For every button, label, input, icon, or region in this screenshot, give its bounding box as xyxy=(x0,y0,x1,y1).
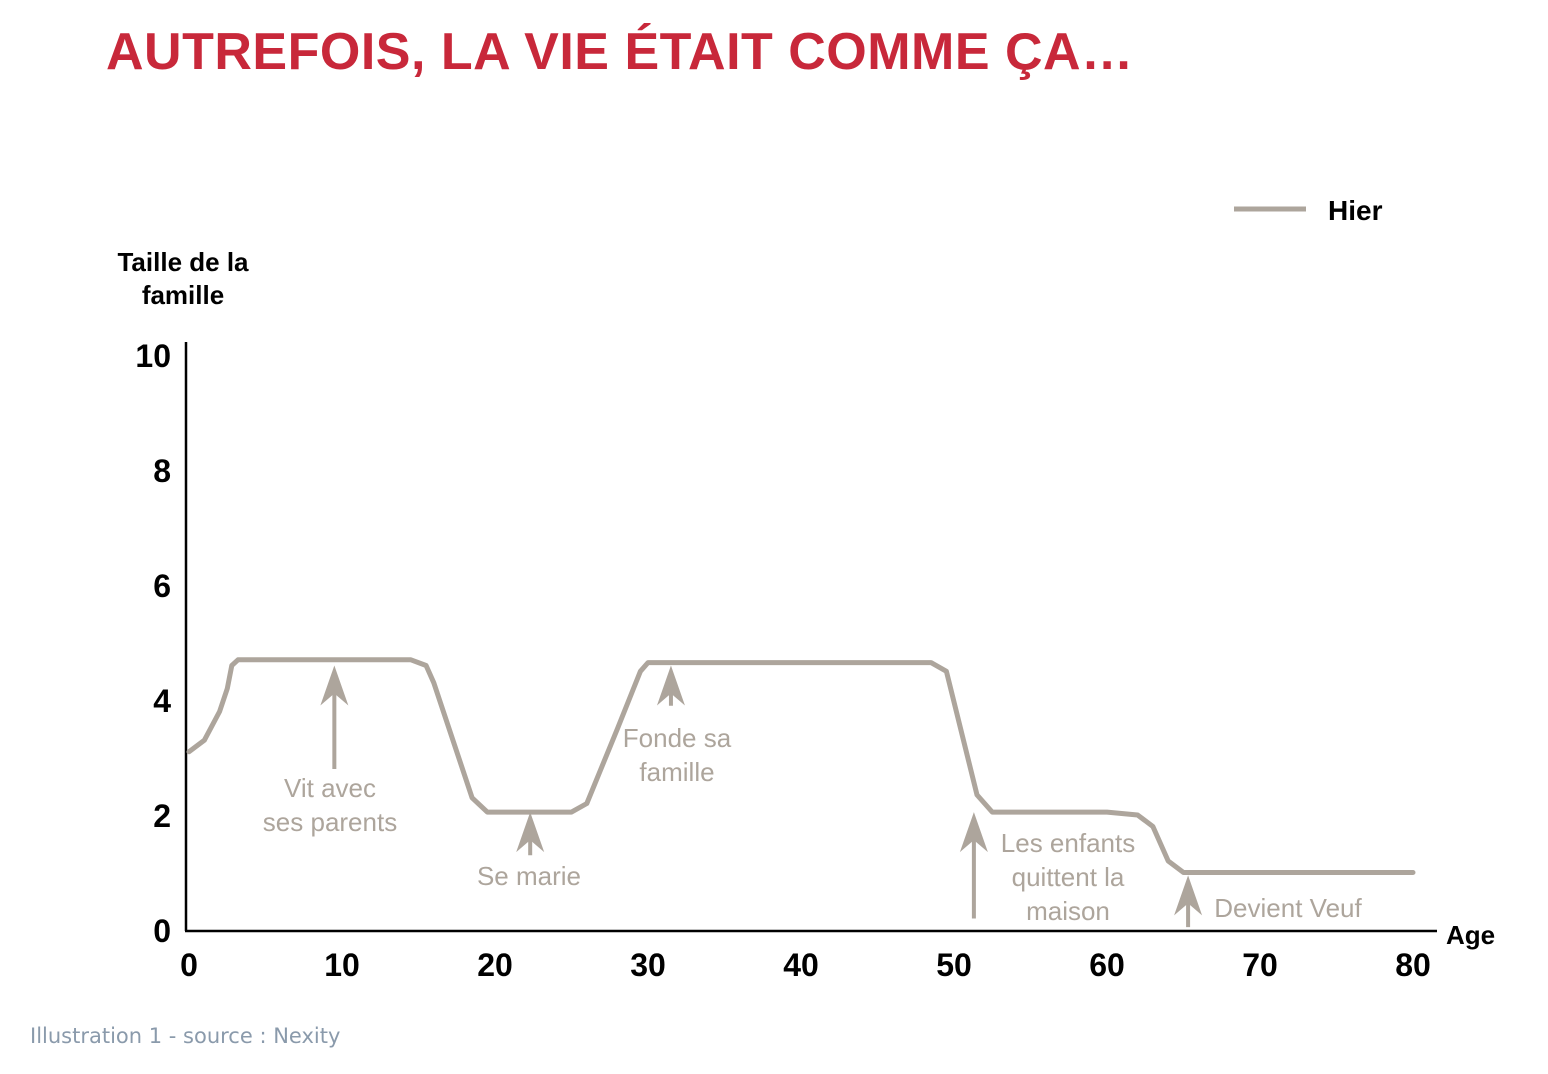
annotation-arrow-head xyxy=(1174,875,1203,916)
annotation-label: famille xyxy=(639,757,714,787)
x-tick-label: 70 xyxy=(1242,947,1278,983)
y-tick-label: 2 xyxy=(153,798,171,834)
x-tick-label: 30 xyxy=(630,947,666,983)
y-tick-label: 6 xyxy=(153,568,171,604)
y-axis-label-line: famille xyxy=(142,280,224,310)
x-tick-label: 40 xyxy=(783,947,819,983)
y-tick-labels: 0 2 4 6 8 10 xyxy=(135,338,171,949)
annotation-label: quittent la xyxy=(1012,862,1125,892)
figure-caption: Illustration 1 - source : Nexity xyxy=(30,1024,341,1048)
x-axis-label: Age xyxy=(1446,920,1495,950)
y-axis-label-line: Taille de la xyxy=(117,247,249,277)
y-tick-label: 0 xyxy=(153,913,171,949)
annotation-label: maison xyxy=(1026,896,1110,926)
annotation-label: Devient Veuf xyxy=(1214,893,1362,923)
annotation: Fonde sa famille xyxy=(623,665,732,787)
annotation-label: Vit avec xyxy=(284,773,376,803)
annotation-label: ses parents xyxy=(263,807,397,837)
x-tick-label: 80 xyxy=(1395,947,1431,983)
annotation-label: Fonde sa xyxy=(623,723,732,753)
annotation-arrow-head xyxy=(959,812,988,853)
y-tick-label: 8 xyxy=(153,453,171,489)
legend: Hier xyxy=(1234,195,1383,226)
page-title: AUTREFOIS, LA VIE ÉTAIT COMME ÇA… xyxy=(106,23,1134,81)
x-tick-label: 10 xyxy=(324,947,360,983)
x-tick-label: 50 xyxy=(936,947,972,983)
annotation: Les enfants quittent la maison xyxy=(959,812,1135,926)
annotation-arrow-head xyxy=(656,665,685,706)
annotations: Vit avec ses parents Se marie Fonde sa famil… xyxy=(263,665,1362,928)
annotation-label: Se marie xyxy=(477,861,581,891)
annotation: Devient Veuf xyxy=(1174,875,1362,928)
legend-label-hier: Hier xyxy=(1328,195,1383,226)
annotation: Se marie xyxy=(477,812,581,891)
y-tick-label: 10 xyxy=(135,338,171,374)
x-tick-label: 60 xyxy=(1089,947,1125,983)
x-tick-labels: 0 10 20 30 40 50 60 70 80 xyxy=(180,947,1431,983)
annotation-arrow-head xyxy=(320,665,349,706)
annotation: Vit avec ses parents xyxy=(263,665,397,837)
x-tick-label: 0 xyxy=(180,947,198,983)
annotation-arrow-head xyxy=(516,812,545,853)
annotation-label: Les enfants xyxy=(1001,828,1135,858)
series-line-hier xyxy=(186,657,1416,875)
x-tick-label: 20 xyxy=(477,947,513,983)
y-tick-label: 4 xyxy=(153,683,171,719)
